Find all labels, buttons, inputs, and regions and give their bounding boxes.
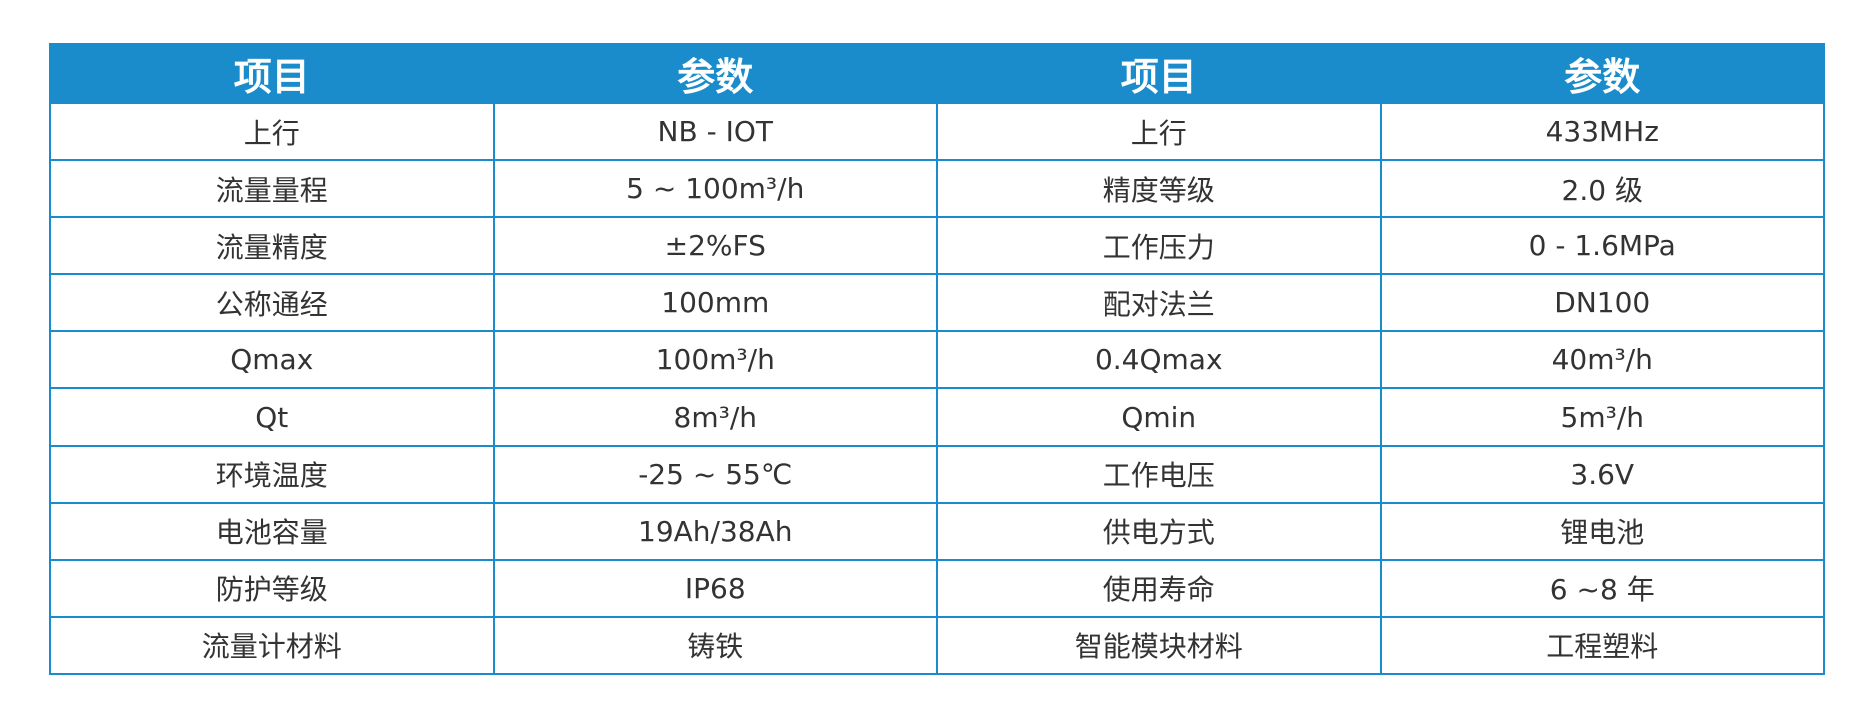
item-cell: 精度等级 <box>936 159 1382 219</box>
value-cell: 433MHz <box>1379 101 1825 162</box>
value-cell: 40m³/h <box>1379 330 1825 390</box>
item-cell: 供电方式 <box>936 501 1382 561</box>
value-cell: ±2%FS <box>492 216 938 276</box>
item-cell: 配对法兰 <box>936 273 1382 333</box>
value-cell: 0 - 1.6MPa <box>1379 216 1825 276</box>
item-cell: 流量量程 <box>49 159 495 219</box>
value-cell: 6 ~8 年 <box>1379 558 1825 618</box>
value-cell: 100mm <box>492 273 938 333</box>
table-row: 流量量程 5 ~ 100m³/h 精度等级 2.0 级 <box>49 159 1825 219</box>
table-row: 防护等级 IP68 使用寿命 6 ~8 年 <box>49 558 1825 618</box>
value-cell: 19Ah/38Ah <box>492 501 938 561</box>
value-cell: DN100 <box>1379 273 1825 333</box>
item-cell: 0.4Qmax <box>936 330 1382 390</box>
value-cell: 3.6V <box>1379 444 1825 504</box>
item-cell: Qt <box>49 387 495 447</box>
table-header-row: 项目 参数 项目 参数 <box>49 43 1825 104</box>
table-row: 流量计材料 铸铁 智能模块材料 工程塑料 <box>49 615 1825 676</box>
value-cell: -25 ~ 55℃ <box>492 444 938 504</box>
table-row: 公称通经 100mm 配对法兰 DN100 <box>49 273 1825 333</box>
value-cell: 铸铁 <box>492 615 938 676</box>
value-cell: 100m³/h <box>492 330 938 390</box>
item-cell: 公称通经 <box>49 273 495 333</box>
item-cell: 流量精度 <box>49 216 495 276</box>
item-cell: 电池容量 <box>49 501 495 561</box>
value-cell: 2.0 级 <box>1379 159 1825 219</box>
spec-table: 项目 参数 项目 参数 上行 NB - IOT 上行 433MHz 流量量程 5… <box>49 43 1825 676</box>
item-cell: 智能模块材料 <box>936 615 1382 676</box>
header-param-1: 参数 <box>492 43 938 104</box>
table-row: Qt 8m³/h Qmin 5m³/h <box>49 387 1825 447</box>
header-param-2: 参数 <box>1379 43 1825 104</box>
value-cell: 5m³/h <box>1379 387 1825 447</box>
item-cell: 上行 <box>49 101 495 162</box>
item-cell: Qmax <box>49 330 495 390</box>
value-cell: NB - IOT <box>492 101 938 162</box>
table-row: 流量精度 ±2%FS 工作压力 0 - 1.6MPa <box>49 216 1825 276</box>
item-cell: 上行 <box>936 101 1382 162</box>
table-row: 电池容量 19Ah/38Ah 供电方式 锂电池 <box>49 501 1825 561</box>
table-row: 上行 NB - IOT 上行 433MHz <box>49 101 1825 162</box>
item-cell: Qmin <box>936 387 1382 447</box>
header-item-2: 项目 <box>936 43 1382 104</box>
item-cell: 环境温度 <box>49 444 495 504</box>
value-cell: 5 ~ 100m³/h <box>492 159 938 219</box>
value-cell: 锂电池 <box>1379 501 1825 561</box>
item-cell: 工作电压 <box>936 444 1382 504</box>
value-cell: 工程塑料 <box>1379 615 1825 676</box>
item-cell: 防护等级 <box>49 558 495 618</box>
item-cell: 工作压力 <box>936 216 1382 276</box>
item-cell: 流量计材料 <box>49 615 495 676</box>
item-cell: 使用寿命 <box>936 558 1382 618</box>
table-row: Qmax 100m³/h 0.4Qmax 40m³/h <box>49 330 1825 390</box>
table-row: 环境温度 -25 ~ 55℃ 工作电压 3.6V <box>49 444 1825 504</box>
value-cell: IP68 <box>492 558 938 618</box>
value-cell: 8m³/h <box>492 387 938 447</box>
header-item-1: 项目 <box>49 43 495 104</box>
